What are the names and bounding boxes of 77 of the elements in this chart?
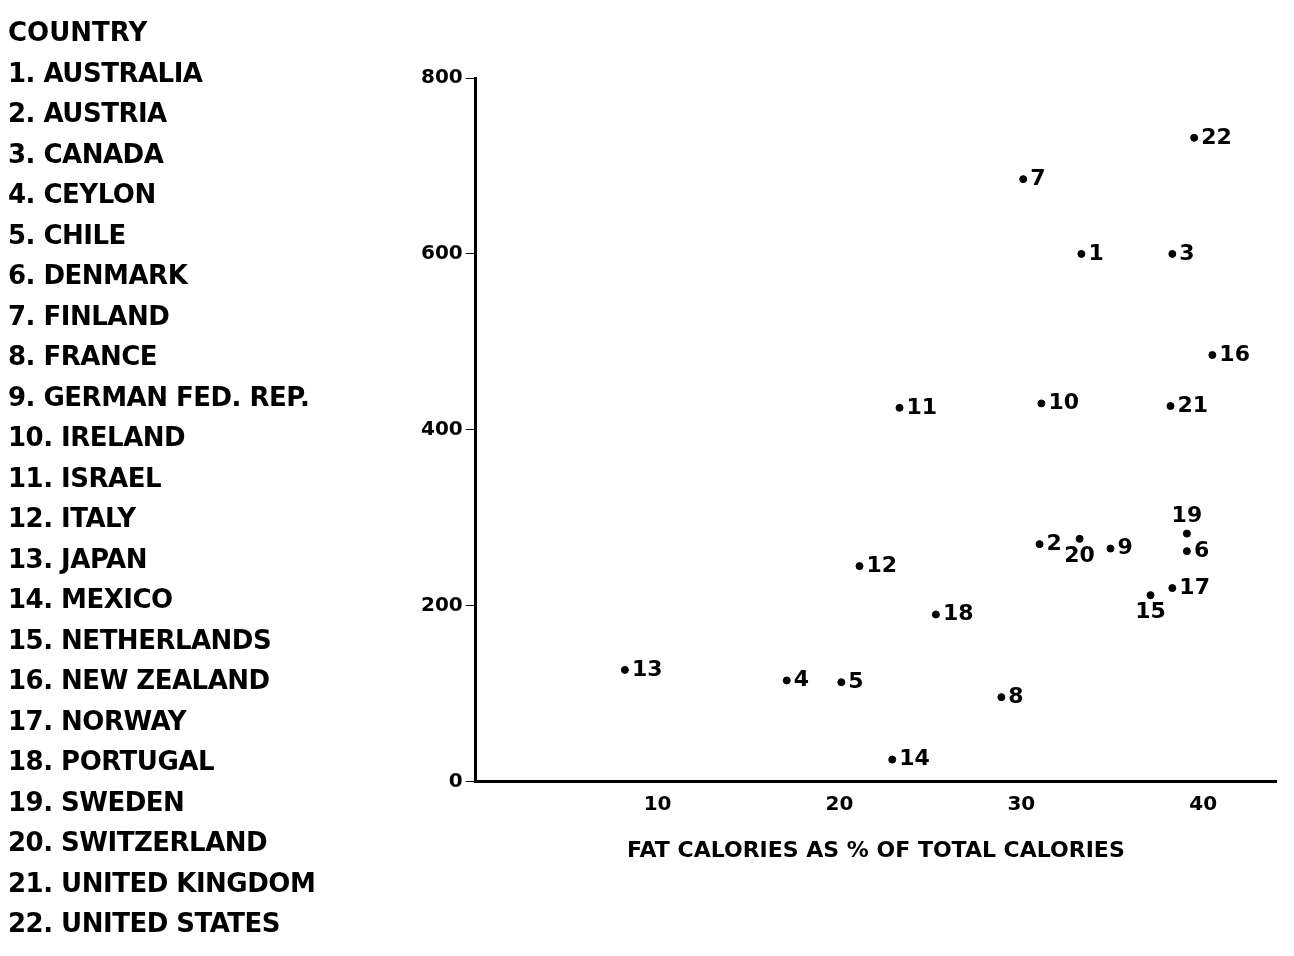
x-tick-label: 10 [643, 790, 672, 815]
y-tick-label: 200 [421, 591, 463, 616]
x-axis-title: FAT CALORIES AS % OF TOTAL CALORIES [627, 836, 1125, 862]
text: 18. PORTUGAL [8, 745, 215, 778]
text: 8. FRANCE [8, 340, 159, 373]
point [1106, 544, 1115, 553]
point [1037, 399, 1046, 408]
point [1190, 133, 1199, 142]
series-label: 14 [899, 745, 930, 771]
series-label: 12 [866, 551, 898, 577]
series-label: 18 [942, 600, 974, 626]
series-label: 4 [793, 666, 810, 692]
x-tick-label: 40 [1189, 790, 1218, 815]
point [1208, 351, 1217, 360]
point [1166, 402, 1175, 411]
point [997, 693, 1006, 702]
series-label: 20 [1064, 541, 1095, 567]
text: 12. ITALY [8, 502, 137, 535]
text: 15. NETHERLANDS [8, 623, 273, 657]
x-tick-label: 20 [825, 790, 854, 815]
point [1075, 534, 1084, 543]
text: COUNTRY [8, 16, 149, 49]
series-label: 9 [1117, 534, 1133, 560]
series-label: 19 [1171, 502, 1203, 528]
text: 19. SWEDEN [8, 785, 186, 819]
text: 22. UNITED STATES [8, 907, 282, 940]
text: 21. UNITED KINGDOM [8, 866, 317, 900]
series-label: 16 [1219, 340, 1250, 366]
point [931, 610, 940, 619]
y-tick-label: 800 [421, 64, 463, 89]
x-tick-label: 30 [1007, 790, 1036, 815]
series-label: 7 [1030, 164, 1046, 190]
point [1182, 529, 1191, 538]
text: 10. IRELAND [8, 421, 187, 454]
text: 11. ISRAEL [8, 461, 162, 495]
series-label: 11 [906, 393, 938, 419]
series-label: 8 [1008, 682, 1024, 708]
text: 16. NEW ZEALAND [8, 664, 271, 697]
series-label: 15 [1135, 597, 1166, 623]
text: 6. DENMARK [8, 259, 190, 292]
series-label: 2 [1046, 529, 1062, 555]
text: 1. AUSTRALIA [8, 56, 204, 90]
y-tick-label: 600 [421, 240, 463, 265]
point [895, 403, 904, 412]
text: 14. MEXICO [8, 583, 174, 616]
point [1182, 547, 1191, 556]
text: 20. SWITZERLAND [8, 826, 269, 859]
text: 13. JAPAN [8, 542, 148, 576]
text: 5. CHILE [8, 218, 127, 252]
text: 2. AUSTRIA [8, 97, 168, 130]
y-tick-label: 400 [421, 416, 463, 440]
series-label: 3 [1179, 239, 1195, 265]
y-tick-label: 0 [448, 767, 463, 792]
text: 4. CEYLON [8, 178, 157, 211]
point [1077, 249, 1086, 258]
series-label: 5 [848, 667, 864, 693]
point [837, 678, 846, 687]
text: 7. FINLAND [8, 299, 171, 333]
series-label: 22 [1201, 123, 1232, 149]
series-label: 21 [1177, 391, 1209, 417]
point [1168, 584, 1177, 593]
point [782, 676, 791, 685]
series-label: 17 [1179, 573, 1210, 599]
point [855, 562, 864, 571]
series-label: 1 [1088, 239, 1104, 265]
point [1168, 249, 1177, 258]
text: 17. NORWAY [8, 704, 188, 738]
series-label: 10 [1048, 389, 1080, 415]
text: 9. GERMAN FED. REP. [8, 380, 311, 414]
point [1019, 175, 1028, 184]
series-label: 13 [631, 655, 663, 681]
point [888, 755, 897, 764]
text: 3. CANADA [8, 137, 165, 171]
point [1146, 591, 1155, 600]
point [620, 665, 629, 674]
series-label: 6 [1193, 536, 1210, 562]
point [1035, 540, 1044, 549]
